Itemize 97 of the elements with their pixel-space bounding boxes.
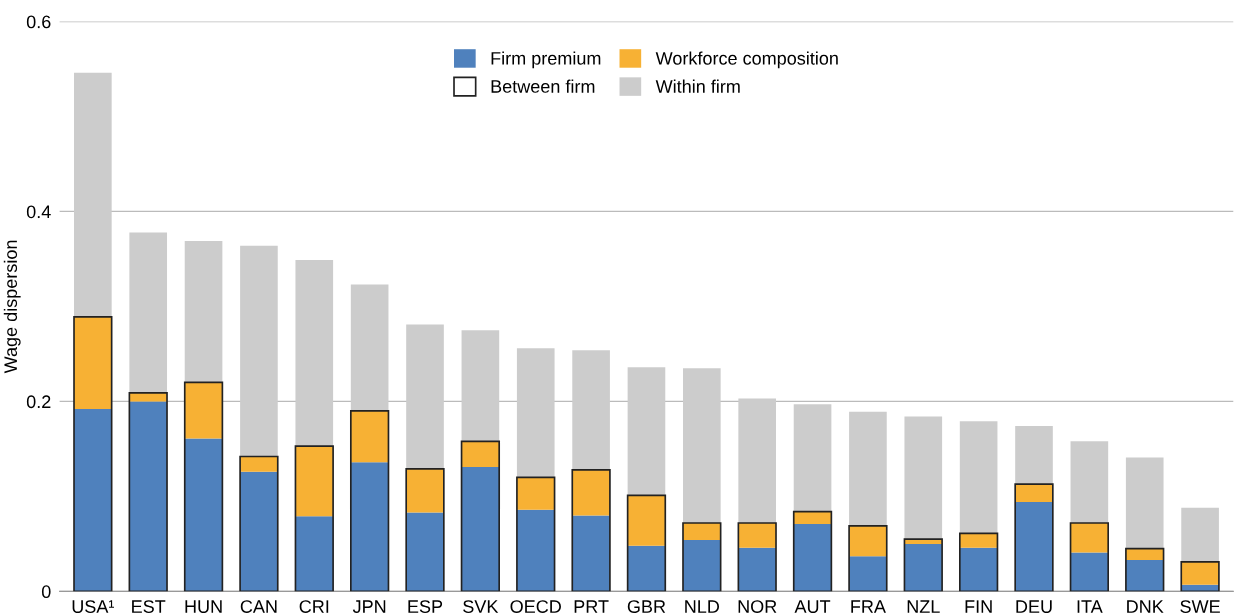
bar	[350, 284, 389, 411]
bar	[460, 440, 501, 592]
legend-label: Firm premium	[491, 51, 601, 69]
bar	[849, 556, 887, 592]
y-tick-label: 0	[41, 585, 51, 599]
bar	[959, 421, 998, 534]
legend-label: Between firm	[491, 79, 595, 93]
bar	[849, 525, 887, 557]
bar	[682, 522, 722, 592]
bar	[240, 245, 278, 457]
bar	[461, 330, 500, 442]
bar	[1015, 502, 1053, 592]
bar	[1014, 483, 1054, 592]
x-tick-label: CRI	[299, 600, 329, 613]
bar	[1125, 560, 1164, 592]
bar	[792, 510, 833, 592]
bar	[349, 410, 390, 592]
bar	[350, 410, 389, 463]
bar	[294, 445, 334, 592]
x-tick-label: NOR	[738, 600, 777, 613]
bar	[516, 348, 555, 478]
bar	[406, 512, 444, 592]
x-tick-label: NZL	[907, 600, 940, 613]
x-tick-label: DNK	[1127, 600, 1164, 613]
bar	[1125, 548, 1164, 561]
bar	[1070, 552, 1109, 592]
y-tick-label: 0.2	[26, 395, 51, 409]
x-tick-label: JPN	[352, 600, 386, 613]
bar	[183, 381, 224, 592]
bar	[240, 471, 278, 592]
bar	[1181, 507, 1219, 562]
bar	[683, 368, 721, 523]
bar	[683, 540, 721, 592]
bar	[406, 468, 444, 513]
bar	[627, 367, 666, 496]
bar	[1015, 426, 1053, 485]
x-tick-label: CAN	[240, 600, 277, 613]
x-tick-label: SWE	[1180, 600, 1220, 613]
x-tick-label: FRA	[851, 600, 886, 613]
y-tick-label: 0.6	[26, 15, 51, 29]
bar	[572, 350, 610, 470]
bar	[571, 468, 611, 592]
bar	[904, 416, 943, 540]
bar	[516, 477, 555, 510]
x-tick-label: FIN	[965, 600, 992, 613]
bar	[1070, 522, 1109, 553]
bar	[626, 494, 667, 592]
bar	[738, 522, 777, 548]
bar	[295, 446, 334, 517]
y-axis-title: Wage dispersion	[3, 240, 21, 374]
bar	[1125, 457, 1164, 549]
bar	[516, 476, 556, 592]
bar	[295, 516, 334, 592]
x-tick-label: AUT	[794, 600, 831, 613]
bar	[959, 533, 998, 548]
bar	[627, 495, 666, 546]
x-tick-label: ITA	[1077, 600, 1103, 613]
bar	[73, 316, 113, 592]
x-tick-label: PRT	[574, 600, 609, 613]
bar	[516, 509, 555, 592]
bar	[184, 438, 223, 592]
bar	[627, 545, 666, 592]
bar	[793, 511, 832, 524]
bar	[572, 515, 610, 592]
x-tick-label: USA¹	[72, 600, 115, 613]
x-tick-label: NLD	[685, 600, 720, 613]
bar	[184, 240, 223, 383]
bar	[406, 324, 444, 469]
x-tick-label: DEU	[1016, 600, 1052, 613]
bar	[849, 411, 887, 526]
bar	[129, 232, 168, 393]
x-tick-label: SVK	[463, 600, 499, 613]
bar	[74, 72, 112, 317]
bar	[350, 462, 389, 592]
legend-label: Within firm	[655, 79, 740, 93]
bar	[572, 469, 610, 516]
bar	[959, 547, 998, 592]
x-tick-label: GBR	[627, 600, 666, 613]
bar	[295, 259, 334, 447]
bar	[74, 409, 112, 592]
bar	[184, 382, 223, 439]
bar	[738, 398, 777, 523]
x-tick-label: OECD	[510, 600, 561, 613]
bar	[793, 523, 832, 592]
bar	[793, 404, 832, 512]
legend-label: Workforce composition	[655, 51, 838, 69]
bar	[738, 547, 777, 592]
bar	[1070, 441, 1109, 523]
bar	[405, 468, 445, 592]
x-tick-label: ESP	[408, 600, 443, 613]
bar	[461, 466, 500, 592]
bar	[74, 316, 112, 410]
x-tick-label: EST	[132, 600, 166, 613]
bar	[461, 441, 500, 467]
x-tick-label: HUN	[185, 600, 222, 613]
y-tick-label: 0.4	[26, 205, 51, 219]
bar	[239, 455, 279, 592]
